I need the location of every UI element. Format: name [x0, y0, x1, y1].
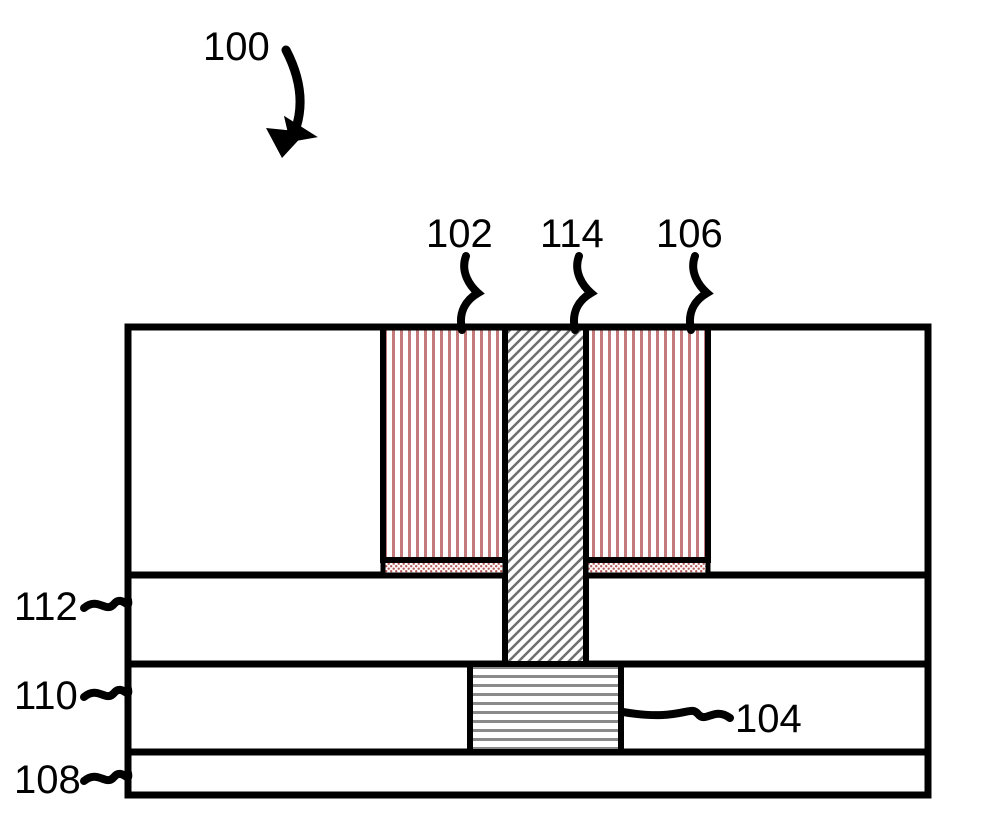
label-108: 108 [14, 758, 81, 802]
pointer-114 [574, 256, 591, 330]
label-110: 110 [14, 674, 78, 718]
label-100: 100 [203, 25, 270, 69]
region-106 [586, 327, 708, 560]
label-112: 112 [14, 585, 78, 629]
pointer-112 [84, 600, 128, 608]
region-102 [383, 327, 505, 560]
pointer-106 [690, 256, 707, 330]
region-114 [505, 327, 586, 664]
pointer-108 [84, 773, 128, 781]
pointer-110 [84, 689, 128, 697]
label-104: 104 [735, 697, 802, 741]
arrow-100 [266, 50, 318, 158]
label-114: 114 [540, 212, 604, 256]
pointer-104 [623, 711, 730, 718]
label-102: 102 [426, 212, 493, 256]
label-106: 106 [656, 212, 723, 256]
region-104 [470, 664, 621, 752]
pointer-102 [461, 256, 478, 330]
diagram-canvas: 100 102 114 106 112 110 108 104 [0, 0, 1000, 830]
